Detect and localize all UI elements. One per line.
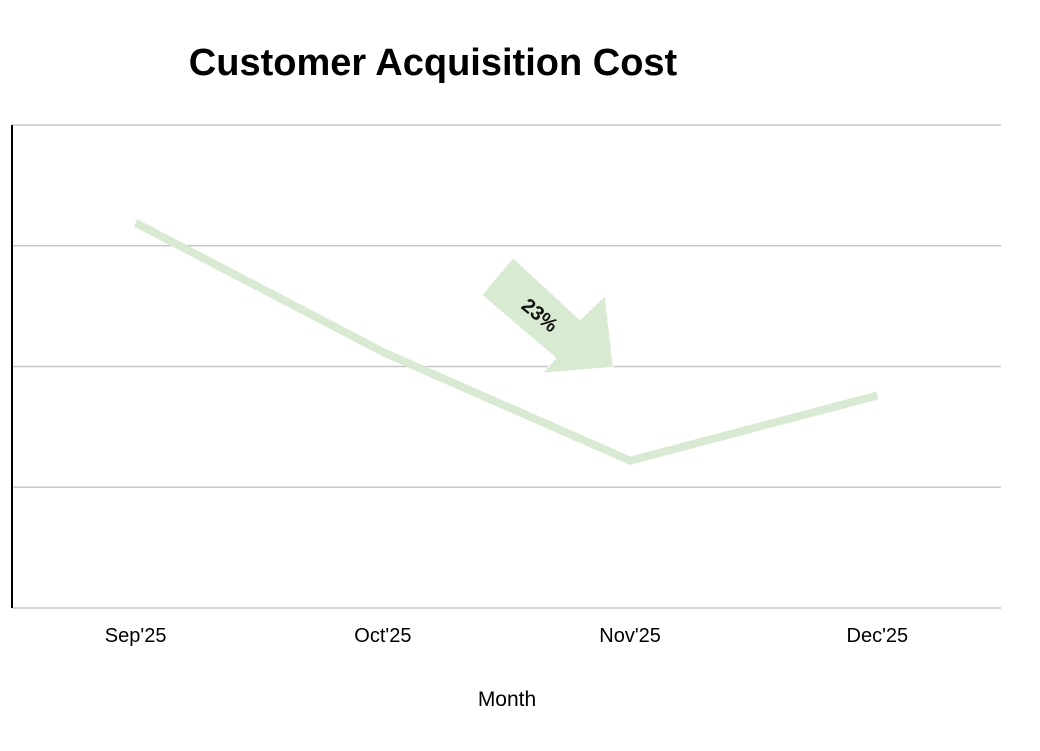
x-tick-label: Dec'25 xyxy=(847,625,909,647)
trend-annotation: 23% xyxy=(481,257,614,374)
down-arrow-icon xyxy=(481,257,614,374)
x-tick-label: Oct'25 xyxy=(354,625,411,647)
series-line xyxy=(133,219,879,465)
x-tick-label: Sep'25 xyxy=(105,625,167,647)
x-axis-label: Month xyxy=(478,688,536,711)
chart-title: Customer Acquisition Cost xyxy=(189,42,678,84)
x-tick-label: Nov'25 xyxy=(599,625,661,647)
